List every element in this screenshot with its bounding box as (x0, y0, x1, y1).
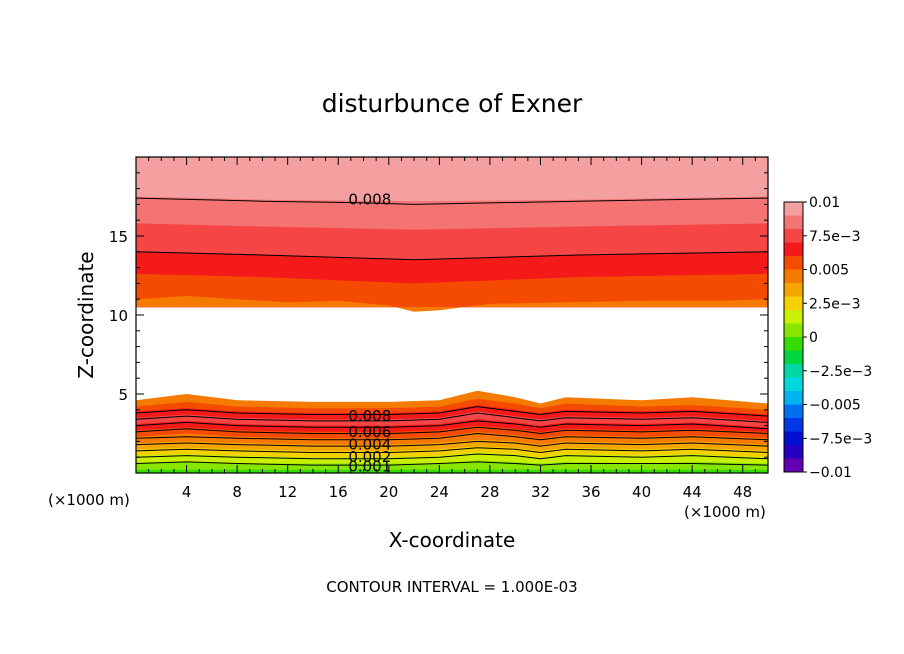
contour-line-1 (135, 251, 769, 261)
x-unit-right: (×1000 m) (684, 503, 766, 521)
x-tick-label-12: 12 (278, 483, 297, 501)
x-tick-label-32: 32 (531, 483, 550, 501)
x-tick-label-28: 28 (480, 483, 499, 501)
x-tick-label-44: 44 (683, 483, 702, 501)
contour-line-2 (135, 406, 769, 417)
contour-line-4 (135, 420, 769, 430)
contour-label-0: 0.008 (348, 191, 391, 209)
colorbar-label-7: −7.5e−3 (809, 431, 872, 447)
colorbar-swatch-12 (784, 364, 803, 378)
colorbar-swatch-9 (784, 323, 803, 338)
colorbar (783, 201, 807, 473)
y-tick-label-5: 5 (118, 386, 128, 404)
contour-line-0 (135, 197, 769, 205)
colorbar-swatch-8 (784, 310, 803, 324)
colorbar-swatch-4 (784, 256, 803, 270)
chart-title: disturbunce of Exner (322, 89, 583, 118)
x-tick-label-24: 24 (430, 483, 449, 501)
contour-line-3 (135, 412, 769, 423)
contour-label-2: 0.006 (348, 423, 391, 441)
contour-label-1: 0.008 (348, 407, 391, 425)
contour-line-9 (135, 453, 769, 460)
contour-interval-note: CONTOUR INTERVAL = 1.000E-03 (326, 578, 577, 596)
contour-label-4: 0.002 (348, 448, 391, 466)
colorbar-label-6: −0.005 (809, 398, 861, 414)
x-axis-label: X-coordinate (389, 528, 516, 552)
y-tick-label-10: 10 (109, 307, 128, 325)
colorbar-swatch-15 (784, 404, 803, 419)
contour-line-5 (135, 426, 769, 435)
colorbar-swatch-10 (784, 337, 803, 351)
colorbar-swatch-19 (784, 458, 803, 473)
colorbar-label-0: 0.01 (809, 195, 840, 211)
colorbar-swatch-18 (784, 445, 803, 459)
colorbar-swatch-14 (784, 391, 803, 405)
contour-line-6 (135, 432, 769, 441)
colorbar-swatch-11 (784, 350, 803, 365)
x-tick-label-16: 16 (329, 483, 348, 501)
colorbar-swatch-5 (784, 269, 803, 284)
contour-label-5: 0.001 (348, 458, 391, 476)
x-unit-left: (×1000 m) (48, 491, 130, 509)
colorbar-label-2: 0.005 (809, 263, 849, 279)
colorbar-swatch-0 (784, 202, 803, 216)
colorbar-swatch-1 (784, 215, 803, 230)
y-axis-label: Z-coordinate (74, 251, 98, 378)
colorbar-swatch-13 (784, 377, 803, 392)
upper-fill-band-6 (136, 296, 768, 312)
colorbar-labels: 0.01 7.5e−3 0.005 2.5e−3 0 −2.5e−3 −0.005 −7.5e… (809, 195, 872, 481)
contour-lines (135, 197, 769, 466)
colorbar-label-8: −0.01 (809, 465, 852, 481)
colorbar-swatch-7 (784, 296, 803, 311)
contour-line-7 (135, 440, 769, 447)
x-tick-label-40: 40 (632, 483, 651, 501)
colorbar-swatch-3 (784, 242, 803, 257)
upper-fill-band-5 (136, 273, 768, 308)
colorbar-swatch-2 (784, 229, 803, 243)
x-tick-label-8: 8 (232, 483, 242, 501)
colorbar-label-4: 0 (809, 330, 818, 346)
y-tick-label-15: 15 (109, 228, 128, 246)
x-tick-label-36: 36 (581, 483, 600, 501)
x-tick-label-4: 4 (182, 483, 192, 501)
colorbar-label-1: 7.5e−3 (809, 229, 861, 245)
colorbar-label-3: 2.5e−3 (809, 296, 861, 312)
colorbar-label-5: −2.5e−3 (809, 364, 872, 380)
contour-line-8 (135, 447, 769, 454)
colorbar-swatch-6 (784, 283, 803, 297)
colorbar-swatch-16 (784, 418, 803, 432)
x-tick-label-48: 48 (733, 483, 752, 501)
axis-ticks (136, 157, 768, 473)
contour-line-10 (135, 461, 769, 466)
contour-label-3: 0.004 (348, 436, 391, 454)
x-tick-label-20: 20 (379, 483, 398, 501)
colorbar-swatch-17 (784, 431, 803, 446)
